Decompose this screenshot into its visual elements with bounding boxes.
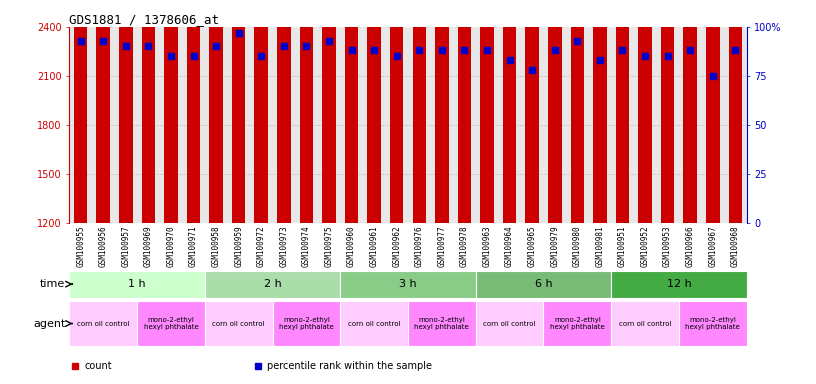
Bar [503,0,517,223]
Bar [205,301,273,346]
Text: GDS1881 / 1378606_at: GDS1881 / 1378606_at [69,13,220,26]
Bar [611,301,679,346]
Bar [526,0,539,223]
Bar [345,0,358,223]
Text: corn oil control: corn oil control [348,321,401,326]
Bar [706,22,720,223]
Text: GSM100951: GSM100951 [618,225,627,266]
Text: 3 h: 3 h [399,279,417,289]
Bar [543,301,611,346]
Text: GSM100972: GSM100972 [257,225,266,266]
Bar [476,271,611,298]
Bar [679,301,747,346]
Text: 12 h: 12 h [667,279,691,289]
Bar [273,301,340,346]
Text: GSM100962: GSM100962 [392,225,401,266]
Bar [255,0,268,223]
Text: corn oil control: corn oil control [212,321,265,326]
Text: corn oil control: corn oil control [483,321,536,326]
Text: GSM100964: GSM100964 [505,225,514,266]
Text: GSM100977: GSM100977 [437,225,446,266]
Text: GSM100975: GSM100975 [325,225,334,266]
Bar [322,0,335,223]
Text: GSM100958: GSM100958 [211,225,220,266]
Text: count: count [84,361,112,371]
Bar [408,301,476,346]
Bar [661,0,674,223]
Text: GSM100955: GSM100955 [76,225,85,266]
Bar [476,301,543,346]
Bar [593,0,606,223]
Bar [187,0,200,223]
Text: 6 h: 6 h [534,279,552,289]
Bar [340,301,408,346]
Bar [69,301,137,346]
Bar [96,0,110,223]
Text: percentile rank within the sample: percentile rank within the sample [267,361,432,371]
Text: GSM100965: GSM100965 [528,225,537,266]
Text: corn oil control: corn oil control [77,321,130,326]
Text: GSM100979: GSM100979 [550,225,559,266]
Text: time: time [40,279,65,289]
Text: 1 h: 1 h [128,279,146,289]
Bar [548,0,561,223]
Text: GSM100978: GSM100978 [460,225,469,266]
Text: GSM100973: GSM100973 [279,225,288,266]
Text: GSM100953: GSM100953 [663,225,672,266]
Bar [729,0,742,223]
Text: mono-2-ethyl
hexyl phthalate: mono-2-ethyl hexyl phthalate [279,317,334,330]
Bar [277,0,290,223]
Bar [611,271,747,298]
Text: GSM100961: GSM100961 [370,225,379,266]
Text: GSM100976: GSM100976 [415,225,424,266]
Bar [299,0,313,223]
Bar [481,0,494,223]
Bar [390,0,403,223]
Bar [367,0,381,223]
Bar [684,0,697,223]
Text: mono-2-ethyl
hexyl phthalate: mono-2-ethyl hexyl phthalate [144,317,198,330]
Text: GSM100966: GSM100966 [685,225,694,266]
Text: mono-2-ethyl
hexyl phthalate: mono-2-ethyl hexyl phthalate [550,317,605,330]
Text: agent: agent [33,318,65,329]
Text: GSM100956: GSM100956 [99,225,108,266]
Text: GSM100981: GSM100981 [596,225,605,266]
Bar [413,0,426,223]
Bar [205,271,340,298]
Text: mono-2-ethyl
hexyl phthalate: mono-2-ethyl hexyl phthalate [685,317,740,330]
Bar [137,301,205,346]
Text: GSM100968: GSM100968 [731,225,740,266]
Text: GSM100969: GSM100969 [144,225,153,266]
Text: mono-2-ethyl
hexyl phthalate: mono-2-ethyl hexyl phthalate [415,317,469,330]
Text: GSM100959: GSM100959 [234,225,243,266]
Bar [69,271,205,298]
Bar [74,0,87,223]
Bar [616,0,629,223]
Text: GSM100952: GSM100952 [641,225,650,266]
Bar [435,0,449,223]
Text: GSM100980: GSM100980 [573,225,582,266]
Text: GSM100970: GSM100970 [166,225,175,266]
Bar [210,0,223,223]
Text: GSM100960: GSM100960 [347,225,356,266]
Bar [232,0,246,223]
Text: GSM100963: GSM100963 [482,225,491,266]
Bar [570,0,584,223]
Text: GSM100957: GSM100957 [122,225,131,266]
Text: 2 h: 2 h [264,279,282,289]
Bar [638,0,652,223]
Bar [458,0,471,223]
Bar [142,0,155,223]
Text: GSM100967: GSM100967 [708,225,717,266]
Text: corn oil control: corn oil control [619,321,672,326]
Text: GSM100974: GSM100974 [302,225,311,266]
Bar [119,0,132,223]
Bar [164,0,178,223]
Bar [340,271,476,298]
Text: GSM100971: GSM100971 [189,225,198,266]
